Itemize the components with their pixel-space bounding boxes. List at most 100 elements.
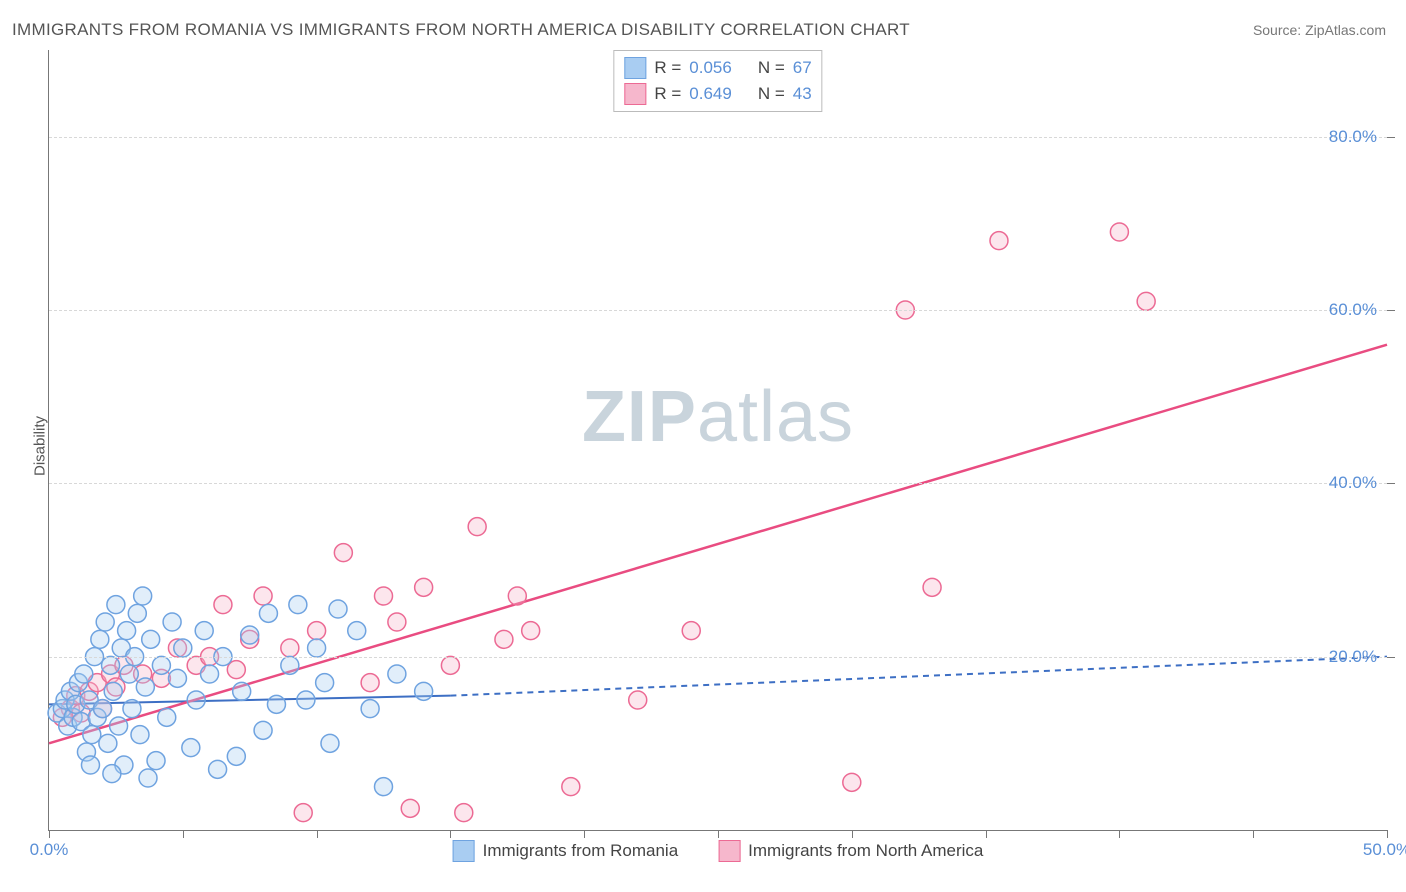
scatter-point: [1137, 292, 1155, 310]
x-tick-label: 0.0%: [30, 840, 69, 860]
scatter-point: [508, 587, 526, 605]
scatter-point: [375, 587, 393, 605]
scatter-point: [120, 665, 138, 683]
scatter-point: [209, 760, 227, 778]
gridline-h: [49, 137, 1387, 138]
legend-bottom: Immigrants from Romania Immigrants from …: [453, 840, 984, 862]
scatter-point: [267, 695, 285, 713]
scatter-point: [134, 587, 152, 605]
scatter-point: [174, 639, 192, 657]
scatter-point: [329, 600, 347, 618]
x-tick-label: 50.0%: [1363, 840, 1406, 860]
chart-title: IMMIGRANTS FROM ROMANIA VS IMMIGRANTS FR…: [12, 20, 910, 40]
scatter-point: [81, 756, 99, 774]
scatter-point: [388, 665, 406, 683]
scatter-point: [118, 622, 136, 640]
scatter-point: [142, 630, 160, 648]
scatter-point: [522, 622, 540, 640]
x-tick: [718, 830, 719, 838]
scatter-point: [99, 734, 117, 752]
scatter-point: [158, 708, 176, 726]
scatter-point: [91, 630, 109, 648]
scatter-point: [94, 700, 112, 718]
scatter-point: [83, 726, 101, 744]
scatter-point: [152, 656, 170, 674]
trend-line-romania-dash: [450, 657, 1387, 696]
scatter-point: [128, 604, 146, 622]
scatter-point: [923, 578, 941, 596]
y-tick-label: 80.0%: [1329, 127, 1377, 147]
x-tick: [852, 830, 853, 838]
scatter-point: [259, 604, 277, 622]
x-tick: [584, 830, 585, 838]
scatter-point: [214, 596, 232, 614]
gridline-h: [49, 310, 1387, 311]
scatter-point: [441, 656, 459, 674]
swatch-north-america-icon: [718, 840, 740, 862]
scatter-point: [289, 596, 307, 614]
scatter-point: [388, 613, 406, 631]
x-tick: [450, 830, 451, 838]
plot-svg: [49, 50, 1387, 830]
scatter-point: [96, 613, 114, 631]
scatter-point: [348, 622, 366, 640]
plot-area: ZIPatlas R = 0.056 N = 67 R = 0.649 N = …: [48, 50, 1387, 831]
scatter-point: [629, 691, 647, 709]
scatter-point: [361, 674, 379, 692]
scatter-point: [468, 518, 486, 536]
scatter-point: [415, 682, 433, 700]
scatter-point: [163, 613, 181, 631]
scatter-point: [281, 656, 299, 674]
scatter-point: [321, 734, 339, 752]
legend-label-romania: Immigrants from Romania: [483, 841, 679, 861]
scatter-point: [316, 674, 334, 692]
right-tick: [1387, 483, 1395, 484]
x-tick: [317, 830, 318, 838]
scatter-point: [334, 544, 352, 562]
legend-item-romania: Immigrants from Romania: [453, 840, 679, 862]
gridline-h: [49, 483, 1387, 484]
scatter-point: [281, 639, 299, 657]
scatter-point: [401, 799, 419, 817]
legend-label-north-america: Immigrants from North America: [748, 841, 983, 861]
scatter-point: [495, 630, 513, 648]
scatter-point: [110, 717, 128, 735]
scatter-point: [294, 804, 312, 822]
x-tick: [49, 830, 50, 838]
scatter-point: [147, 752, 165, 770]
scatter-point: [254, 587, 272, 605]
scatter-point: [562, 778, 580, 796]
scatter-point: [103, 765, 121, 783]
x-tick: [1387, 830, 1388, 838]
scatter-point: [107, 596, 125, 614]
scatter-point: [187, 691, 205, 709]
swatch-romania-icon: [453, 840, 475, 862]
right-tick: [1387, 310, 1395, 311]
y-axis-label: Disability: [32, 416, 49, 476]
scatter-point: [455, 804, 473, 822]
scatter-point: [123, 700, 141, 718]
scatter-point: [254, 721, 272, 739]
scatter-point: [195, 622, 213, 640]
scatter-point: [75, 665, 93, 683]
scatter-point: [102, 656, 120, 674]
x-tick: [1119, 830, 1120, 838]
scatter-point: [168, 669, 186, 687]
scatter-point: [182, 739, 200, 757]
scatter-point: [227, 747, 245, 765]
x-tick: [1253, 830, 1254, 838]
scatter-point: [308, 622, 326, 640]
scatter-point: [136, 678, 154, 696]
scatter-point: [990, 232, 1008, 250]
scatter-point: [131, 726, 149, 744]
scatter-point: [682, 622, 700, 640]
source-attribution: Source: ZipAtlas.com: [1253, 22, 1386, 38]
scatter-point: [308, 639, 326, 657]
y-tick-label: 20.0%: [1329, 647, 1377, 667]
scatter-point: [361, 700, 379, 718]
x-tick: [183, 830, 184, 838]
scatter-point: [1110, 223, 1128, 241]
scatter-point: [201, 665, 219, 683]
scatter-point: [415, 578, 433, 596]
scatter-point: [233, 682, 251, 700]
